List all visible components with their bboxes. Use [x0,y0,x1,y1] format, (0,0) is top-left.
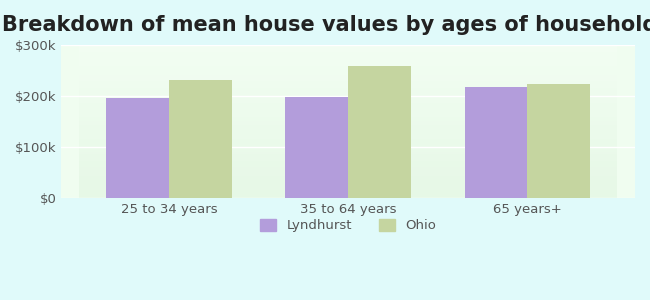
Bar [285,97,348,198]
Legend: Lyndhurst, Ohio: Lyndhurst, Ohio [255,214,441,238]
Bar [106,98,169,198]
Bar [465,87,527,198]
Bar [527,84,590,198]
Title: Breakdown of mean house values by ages of householders: Breakdown of mean house values by ages o… [2,15,650,35]
Bar [348,66,411,198]
Bar [169,80,231,198]
